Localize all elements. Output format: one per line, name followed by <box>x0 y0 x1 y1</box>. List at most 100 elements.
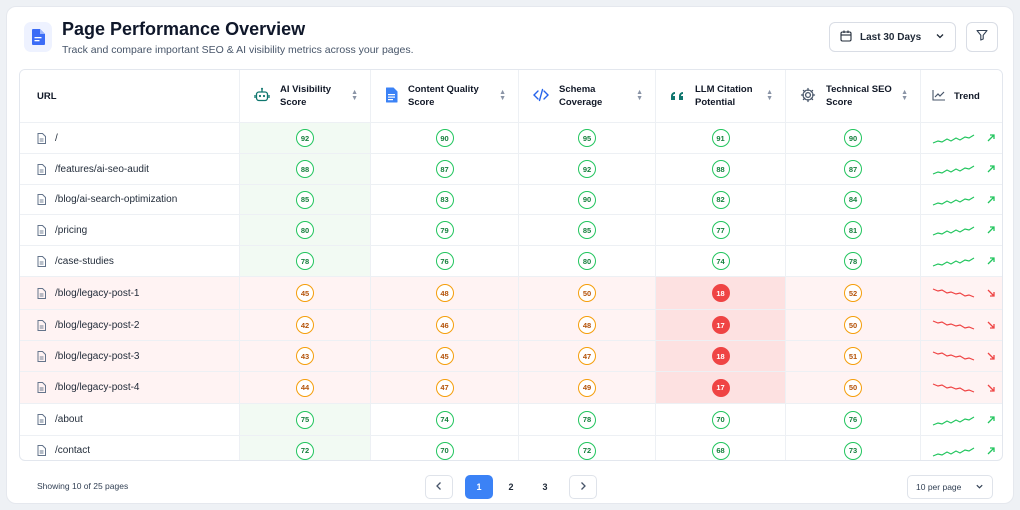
column-header-schema[interactable]: Schema Coverage ▲ ▼ <box>519 70 656 122</box>
score-badge: 90 <box>578 190 596 209</box>
score-badge: 44 <box>296 378 314 397</box>
score-badge: 68 <box>711 441 730 460</box>
trend-cell <box>921 215 1002 245</box>
url-cell[interactable]: /blog/legacy-post-1 <box>20 277 240 309</box>
trend-cell <box>921 372 1002 403</box>
chevron-right-icon <box>579 481 587 493</box>
trend-cell <box>921 436 1002 460</box>
score-badge: 78 <box>296 252 314 270</box>
sort-icon[interactable]: ▲ ▼ <box>636 89 643 102</box>
url-cell[interactable]: /blog/ai-search-optimization <box>20 185 240 214</box>
score-badge: 72 <box>578 441 596 460</box>
score-badge: 47 <box>578 347 596 365</box>
table-row[interactable]: /blog/legacy-post-3 43 45 47 18 51 <box>20 341 1002 372</box>
column-header-ai-visibility[interactable]: AI Visibility Score ▲ ▼ <box>240 70 371 122</box>
score-cell-ai-visibility: 43 <box>240 341 371 371</box>
score-cell-technical-seo: 78 <box>786 246 921 276</box>
arrow-up-right-icon <box>987 134 995 142</box>
url-text: /features/ai-seo-audit <box>55 163 149 175</box>
sort-icon[interactable]: ▲ ▼ <box>499 89 506 102</box>
column-header-label: Content Quality Score <box>408 84 479 108</box>
score-badge: 50 <box>578 284 596 302</box>
score-badge: 74 <box>435 410 454 429</box>
trend-cell <box>921 123 1002 153</box>
table-row[interactable]: /contact 72 70 72 68 73 <box>20 436 1002 460</box>
prev-page-button[interactable] <box>425 475 453 499</box>
file-icon <box>37 224 46 236</box>
per-page-select[interactable]: 10 per page <box>907 475 993 499</box>
score-badge: 78 <box>844 252 862 270</box>
score-cell-content-quality: 48 <box>371 277 519 309</box>
quote-icon <box>670 89 685 104</box>
table-row[interactable]: /blog/legacy-post-4 44 47 49 17 50 <box>20 372 1002 404</box>
column-header-url[interactable]: URL <box>20 70 240 122</box>
calendar-icon <box>840 30 852 45</box>
column-header-trend[interactable]: Trend <box>921 70 1002 122</box>
table-row[interactable]: /case-studies 78 76 80 74 78 <box>20 246 1002 277</box>
score-badge: 95 <box>578 129 596 147</box>
url-cell[interactable]: / <box>20 123 240 153</box>
file-icon <box>37 163 46 175</box>
score-cell-technical-seo: 50 <box>786 372 921 403</box>
sort-icon[interactable]: ▲ ▼ <box>351 89 358 102</box>
table-row[interactable]: /blog/ai-search-optimization 85 83 90 82 84 <box>20 185 1002 215</box>
column-header-label: Technical SEO Score <box>826 84 892 108</box>
url-cell[interactable]: /about <box>20 404 240 435</box>
page-button-3[interactable]: 3 <box>542 482 548 492</box>
date-range-dropdown[interactable]: Last 30 Days <box>829 22 956 52</box>
arrow-down-right-icon <box>987 321 995 329</box>
url-cell[interactable]: /blog/legacy-post-3 <box>20 341 240 371</box>
score-cell-schema: 78 <box>519 404 656 435</box>
score-badge: 75 <box>296 410 314 429</box>
trend-sparkline <box>932 226 975 236</box>
score-badge: 50 <box>844 316 862 334</box>
filter-button[interactable] <box>966 22 998 52</box>
score-cell-content-quality: 74 <box>371 404 519 435</box>
url-cell[interactable]: /pricing <box>20 215 240 245</box>
score-cell-content-quality: 87 <box>371 154 519 184</box>
column-header-technical-seo[interactable]: Technical SEO Score ▲ ▼ <box>786 70 921 122</box>
score-cell-content-quality: 83 <box>371 185 519 214</box>
trend-sparkline <box>932 351 975 361</box>
table-row[interactable]: / 92 90 95 91 90 <box>20 123 1002 154</box>
score-badge: 80 <box>296 221 314 239</box>
score-cell-llm-citation: 18 <box>656 341 786 371</box>
url-cell[interactable]: /features/ai-seo-audit <box>20 154 240 184</box>
line-chart-icon <box>932 89 946 104</box>
showing-count: Showing 10 of 25 pages <box>37 481 129 491</box>
page-button-1[interactable]: 1 <box>465 475 493 499</box>
arrow-up-right-icon <box>987 446 995 454</box>
url-cell[interactable]: /case-studies <box>20 246 240 276</box>
sort-icon[interactable]: ▲ ▼ <box>901 89 908 102</box>
table-row[interactable]: /about 75 74 78 70 76 <box>20 404 1002 436</box>
score-badge: 51 <box>844 347 862 365</box>
score-cell-schema: 80 <box>519 246 656 276</box>
table-row[interactable]: /features/ai-seo-audit 88 87 92 88 87 <box>20 154 1002 185</box>
url-cell[interactable]: /contact <box>20 436 240 460</box>
score-cell-llm-citation: 91 <box>656 123 786 153</box>
score-badge: 76 <box>844 410 862 429</box>
table-row[interactable]: /pricing 80 79 85 77 81 <box>20 215 1002 246</box>
next-page-button[interactable] <box>569 475 597 499</box>
sort-icon[interactable]: ▲ ▼ <box>766 89 773 102</box>
column-header-llm-citation[interactable]: LLM Citation Potential ▲ ▼ <box>656 70 786 122</box>
score-badge: 49 <box>578 378 596 397</box>
url-text: /blog/ai-search-optimization <box>55 194 178 205</box>
trend-cell <box>921 246 1002 276</box>
table-row[interactable]: /blog/legacy-post-1 45 48 50 18 52 <box>20 277 1002 310</box>
url-cell[interactable]: /blog/legacy-post-2 <box>20 310 240 340</box>
score-cell-schema: 85 <box>519 215 656 245</box>
score-cell-ai-visibility: 92 <box>240 123 371 153</box>
score-cell-ai-visibility: 85 <box>240 185 371 214</box>
score-badge: 45 <box>296 284 314 302</box>
score-cell-content-quality: 70 <box>371 436 519 460</box>
page-button-2[interactable]: 2 <box>508 482 514 492</box>
column-header-content-quality[interactable]: Content Quality Score ▲ ▼ <box>371 70 519 122</box>
score-cell-content-quality: 46 <box>371 310 519 340</box>
trend-sparkline <box>932 134 975 144</box>
url-cell[interactable]: /blog/legacy-post-4 <box>20 372 240 403</box>
code-icon <box>533 88 549 105</box>
score-badge: 76 <box>435 252 454 270</box>
score-cell-llm-citation: 70 <box>656 404 786 435</box>
table-row[interactable]: /blog/legacy-post-2 42 46 48 17 50 <box>20 310 1002 341</box>
